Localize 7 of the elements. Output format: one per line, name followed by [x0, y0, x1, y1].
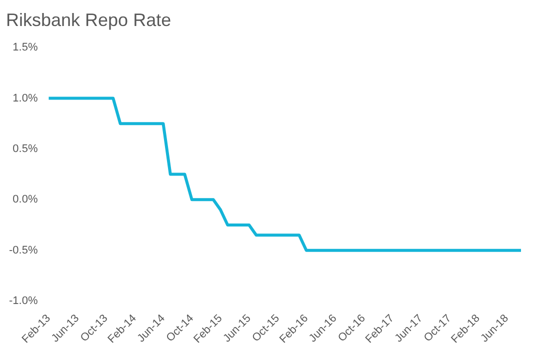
chart-title: Riksbank Repo Rate — [6, 10, 172, 30]
y-tick-label: 1.5% — [12, 42, 38, 54]
y-tick-label: 0.0% — [12, 194, 38, 206]
y-tick-label: 1.0% — [12, 92, 38, 104]
y-tick-label: -0.5% — [8, 244, 38, 256]
y-tick-label: -1.0% — [8, 295, 38, 308]
y-tick-label: 0.5% — [12, 143, 38, 155]
